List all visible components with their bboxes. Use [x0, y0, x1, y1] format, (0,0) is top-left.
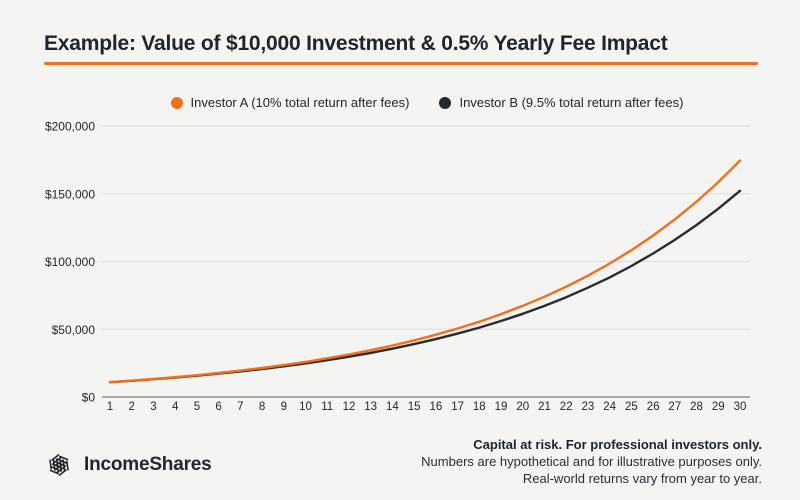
disclaimer-line: Numbers are hypothetical and for illustr…: [421, 454, 762, 469]
x-axis-tick-label: 19: [495, 401, 508, 413]
x-axis-tick-label: 6: [215, 401, 221, 413]
x-axis-tick-label: 26: [647, 401, 660, 413]
y-axis-tick-label: $200,000: [45, 120, 95, 134]
x-axis-tick-label: 25: [625, 401, 638, 413]
x-axis-tick-label: 20: [516, 401, 529, 413]
disclaimer-bold-line: Capital at risk. For professional invest…: [473, 437, 762, 452]
x-axis-tick-label: 12: [343, 401, 356, 413]
legend-item-investor-a: Investor A (10% total return after fees): [170, 95, 410, 110]
investor-b-dot-icon: [439, 96, 452, 109]
x-axis-tick-label: 17: [451, 401, 464, 413]
x-axis-tick-label: 16: [429, 401, 442, 413]
chart-legend: Investor A (10% total return after fees)…: [103, 95, 751, 110]
y-axis-tick-label: $100,000: [45, 255, 95, 269]
legend-item-label: Investor B (9.5% total return after fees…: [459, 95, 684, 110]
x-axis-tick-label: 7: [237, 401, 243, 413]
x-axis-tick-label: 28: [690, 401, 703, 413]
x-axis-tick-label: 1: [107, 401, 113, 413]
x-axis-tick-label: 23: [582, 401, 595, 413]
x-axis-tick-label: 11: [321, 401, 333, 413]
x-axis-tick-label: 2: [129, 401, 135, 413]
page-title: Example: Value of $10,000 Investment & 0…: [44, 32, 668, 55]
x-axis-tick-label: 3: [150, 401, 156, 413]
title-accent-underline: [44, 62, 758, 65]
x-axis-tick-label: 21: [538, 401, 551, 413]
x-axis-tick-label: 10: [299, 401, 312, 413]
x-axis-tick-label: 22: [560, 401, 573, 413]
incomeshares-logo-icon: [45, 452, 73, 478]
x-axis-tick-label: 30: [734, 401, 747, 413]
legend-item-label: Investor A (10% total return after fees): [190, 95, 410, 110]
brand-name: IncomeShares: [84, 454, 212, 475]
x-axis-tick-label: 4: [172, 401, 179, 413]
investor-a-dot-icon: [170, 96, 183, 109]
x-axis-tick-label: 13: [364, 401, 377, 413]
x-axis-tick-label: 24: [603, 401, 616, 413]
y-axis-tick-label: $50,000: [52, 323, 96, 337]
x-axis-tick-label: 5: [194, 401, 200, 413]
x-axis-tick-label: 29: [712, 401, 725, 413]
x-axis-tick-label: 9: [281, 401, 287, 413]
disclaimer-text: Capital at risk. For professional invest…: [421, 436, 762, 487]
disclaimer-line: Real-world returns vary from year to yea…: [522, 471, 762, 486]
x-axis-tick-label: 27: [668, 401, 681, 413]
legend-item-investor-b: Investor B (9.5% total return after fees…: [439, 95, 683, 110]
x-axis-tick-label: 15: [408, 401, 421, 413]
series-line-investor-b: [108, 189, 742, 384]
x-axis-tick-label: 14: [386, 401, 399, 413]
brand-footer: IncomeShares: [44, 447, 212, 483]
x-axis-tick-label: 8: [259, 401, 265, 413]
x-axis-tick-label: 18: [473, 401, 486, 413]
y-axis-tick-label: $150,000: [45, 187, 95, 201]
series-line-investor-a: [108, 159, 742, 384]
y-axis-tick-label: $0: [82, 391, 96, 405]
